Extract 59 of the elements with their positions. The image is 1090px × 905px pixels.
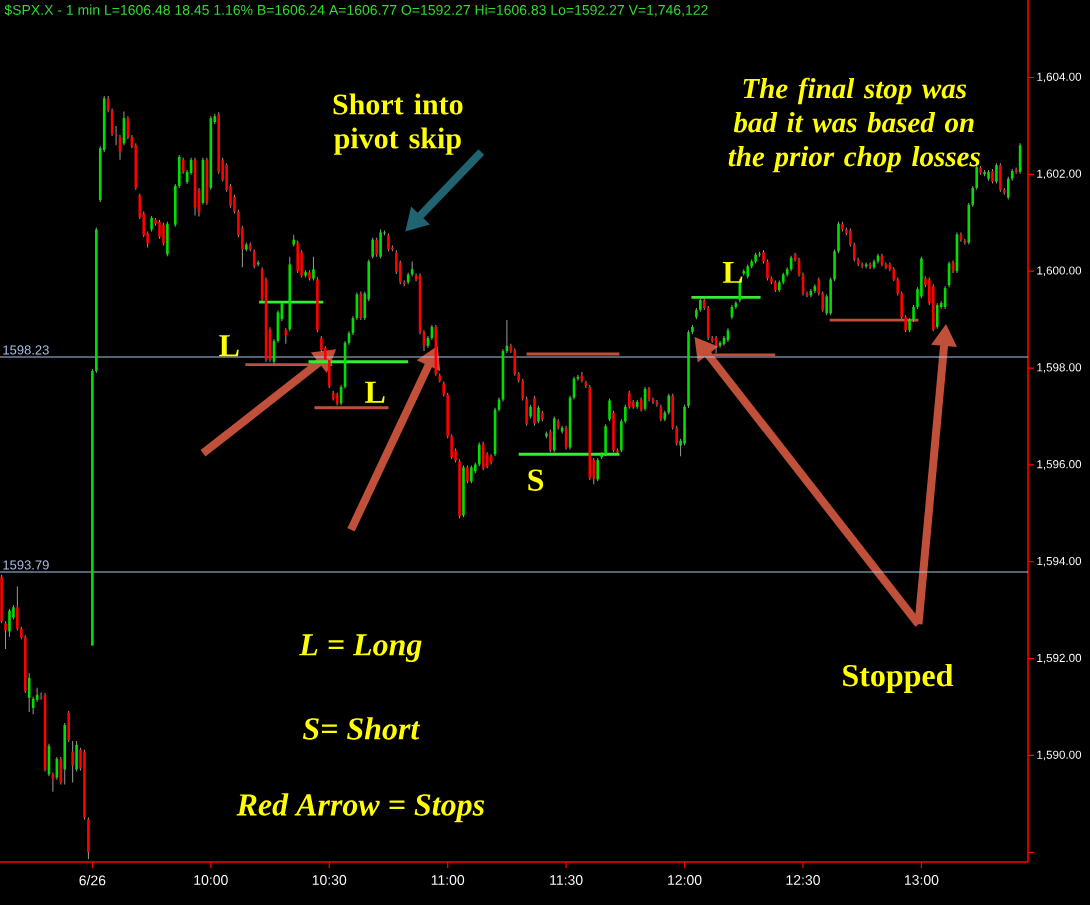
x-tick-label: 12:30: [786, 875, 820, 885]
candlestick: [71, 740, 74, 784]
annotation: S= Short: [302, 717, 421, 740]
candlestick: [853, 242, 856, 262]
annotation: L = Long: [299, 634, 422, 663]
candlestick: [16, 585, 19, 632]
candlestick: [549, 429, 552, 453]
x-tick-label: 12:00: [668, 875, 702, 885]
annotation: Red Arrow = Stops: [236, 793, 485, 823]
x-tick-label: 6/26: [79, 875, 106, 886]
candlestick: [995, 162, 998, 185]
annotation: L: [219, 335, 239, 357]
candlestick: [4, 620, 7, 650]
annotation: The final stop was bad it was based on the prior chop losses: [728, 77, 980, 173]
candlestick: [162, 222, 165, 247]
candlestick: [675, 425, 678, 447]
y-tick-label: 1,594.00: [1037, 556, 1082, 567]
ref-line-label: 1598.23: [3, 345, 49, 355]
candlestick: [158, 219, 161, 240]
x-tick-label: 10:00: [194, 875, 228, 885]
y-tick-label: 1,598.00: [1037, 363, 1082, 373]
candlestick: [821, 291, 825, 313]
candlestick: [935, 302, 939, 330]
x-tick-label: 10:30: [312, 875, 347, 885]
annotation: L: [365, 381, 385, 403]
candlestick: [252, 248, 256, 269]
annotation: Short into pivot skip: [333, 93, 463, 155]
candlestick: [27, 672, 31, 713]
x-tick-label: 11:00: [431, 875, 465, 885]
candlestick: [971, 185, 975, 208]
annotation: L: [722, 261, 743, 283]
candlestick: [900, 291, 903, 320]
annotation: S: [528, 469, 544, 491]
candlestick: [8, 608, 11, 638]
candlestick: [371, 237, 374, 260]
candlestick: [521, 378, 524, 401]
y-tick-label: 1,592.00: [1037, 653, 1082, 664]
annotation: Stopped: [843, 663, 954, 693]
candlestick: [375, 237, 378, 258]
candlestick: [114, 125, 118, 146]
candlestick: [312, 256, 315, 281]
candlestick: [450, 433, 453, 460]
y-tick-label: 1,604.00: [1037, 72, 1082, 83]
y-tick-label: 1,600.00: [1037, 266, 1082, 276]
candlestick: [766, 259, 769, 281]
candlestick: [596, 457, 599, 482]
x-tick-label: 11:30: [550, 875, 583, 885]
candlestick: [624, 404, 627, 424]
y-tick-label: 1,602.00: [1037, 169, 1082, 180]
candlestick: [667, 393, 671, 416]
candlestick: [1006, 176, 1010, 201]
y-tick-label: 1,596.00: [1037, 460, 1082, 470]
chart-title: $SPX.X - 1 min L=1606.48 18.45 1.16% B=1606.24 A=1606.77 O=1592.27 Hi=1606.83 Lo=1592.27 V=1,746,122: [4, 4, 708, 17]
candlestick: [608, 398, 611, 422]
ref-line-label: 1593.79: [3, 560, 49, 570]
x-tick-label: 13:00: [904, 875, 939, 885]
candlestick: [513, 347, 517, 377]
candlestick: [477, 442, 481, 467]
y-tick-label: 1,590.00: [1037, 750, 1082, 761]
